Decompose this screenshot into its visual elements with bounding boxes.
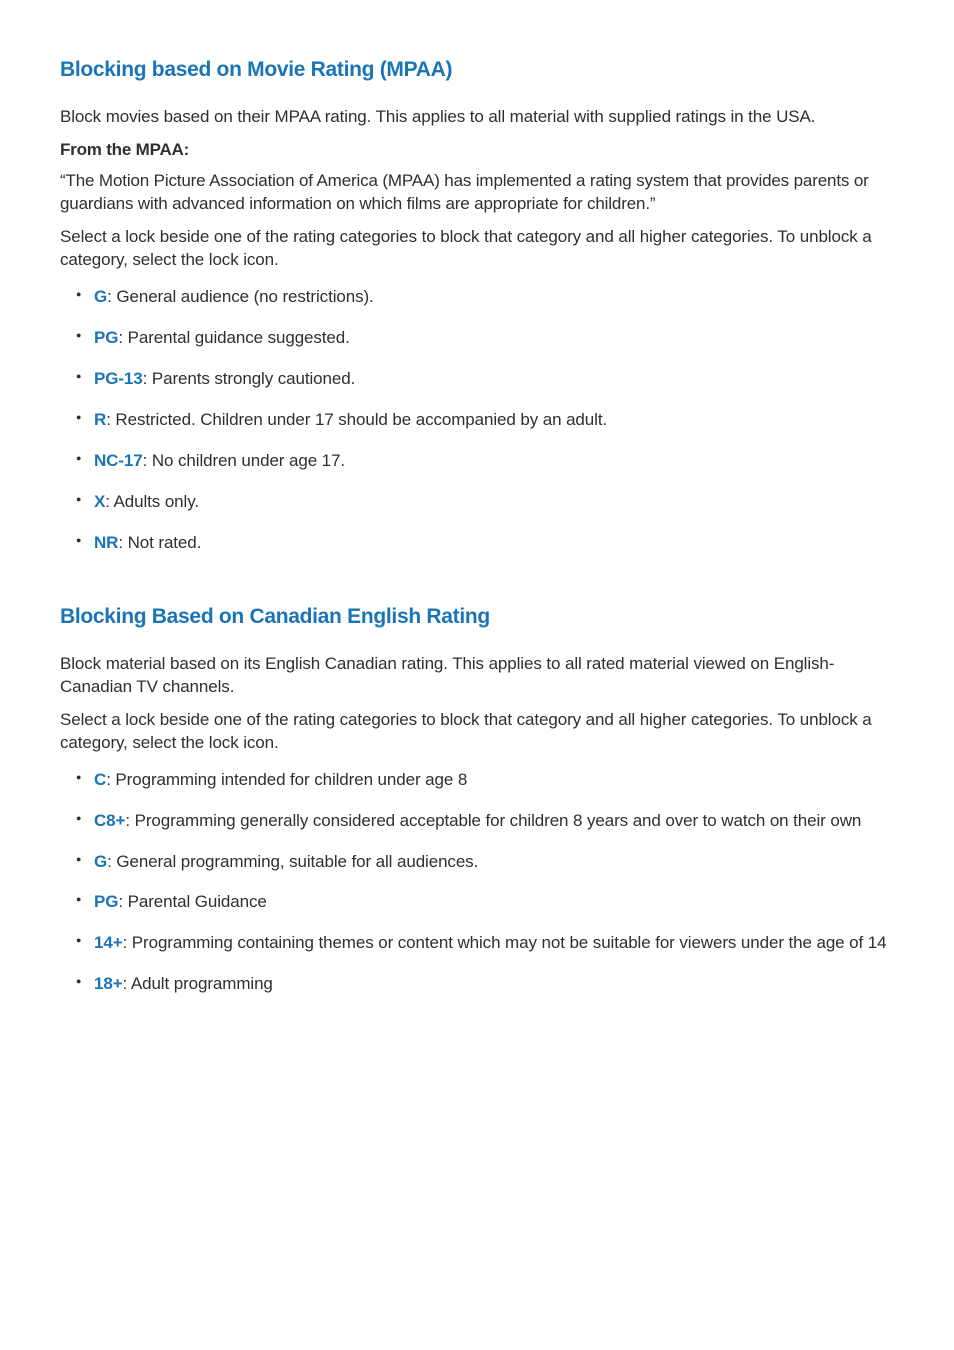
rating-desc: : No children under age 17. bbox=[143, 451, 345, 470]
rating-desc: : General audience (no restrictions). bbox=[107, 287, 374, 306]
rating-code: PG bbox=[94, 892, 118, 911]
rating-desc: : Adult programming bbox=[123, 974, 273, 993]
list-item: 18+: Adult programming bbox=[94, 973, 894, 996]
rating-desc: : Not rated. bbox=[118, 533, 201, 552]
list-item: G: General programming, suitable for all… bbox=[94, 851, 894, 874]
list-item: C: Programming intended for children und… bbox=[94, 769, 894, 792]
list-item: PG: Parental Guidance bbox=[94, 891, 894, 914]
rating-desc: : Parental Guidance bbox=[118, 892, 266, 911]
list-item: C8+: Programming generally considered ac… bbox=[94, 810, 894, 833]
rating-code: PG bbox=[94, 328, 118, 347]
mpaa-quote: “The Motion Picture Association of Ameri… bbox=[60, 170, 894, 216]
rating-code: G bbox=[94, 852, 107, 871]
list-item: NR: Not rated. bbox=[94, 532, 894, 555]
rating-desc: : Programming generally considered accep… bbox=[125, 811, 861, 830]
rating-code: R bbox=[94, 410, 106, 429]
rating-desc: : Programming intended for children unde… bbox=[106, 770, 467, 789]
rating-desc: : Adults only. bbox=[105, 492, 199, 511]
rating-code: NR bbox=[94, 533, 118, 552]
canadian-ratings-list: C: Programming intended for children und… bbox=[60, 769, 894, 997]
rating-code: 18+ bbox=[94, 974, 123, 993]
list-item: PG-13: Parents strongly cautioned. bbox=[94, 368, 894, 391]
section-heading-mpaa: Blocking based on Movie Rating (MPAA) bbox=[60, 56, 894, 84]
mpaa-subheading: From the MPAA: bbox=[60, 139, 894, 162]
mpaa-ratings-list: G: General audience (no restrictions). P… bbox=[60, 286, 894, 555]
rating-desc: : Parents strongly cautioned. bbox=[143, 369, 356, 388]
section-heading-canadian: Blocking Based on Canadian English Ratin… bbox=[60, 603, 894, 631]
canadian-instruction: Select a lock beside one of the rating c… bbox=[60, 709, 894, 755]
rating-code: PG-13 bbox=[94, 369, 143, 388]
list-item: NC-17: No children under age 17. bbox=[94, 450, 894, 473]
rating-code: X bbox=[94, 492, 105, 511]
mpaa-intro: Block movies based on their MPAA rating.… bbox=[60, 106, 894, 129]
rating-code: NC-17 bbox=[94, 451, 143, 470]
mpaa-instruction: Select a lock beside one of the rating c… bbox=[60, 226, 894, 272]
rating-desc: : Programming containing themes or conte… bbox=[123, 933, 887, 952]
rating-code: 14+ bbox=[94, 933, 123, 952]
rating-code: C8+ bbox=[94, 811, 125, 830]
canadian-intro: Block material based on its English Cana… bbox=[60, 653, 894, 699]
rating-desc: : General programming, suitable for all … bbox=[107, 852, 478, 871]
list-item: X: Adults only. bbox=[94, 491, 894, 514]
rating-desc: : Parental guidance suggested. bbox=[118, 328, 349, 347]
list-item: G: General audience (no restrictions). bbox=[94, 286, 894, 309]
list-item: 14+: Programming containing themes or co… bbox=[94, 932, 894, 955]
list-item: R: Restricted. Children under 17 should … bbox=[94, 409, 894, 432]
rating-code: C bbox=[94, 770, 106, 789]
rating-desc: : Restricted. Children under 17 should b… bbox=[106, 410, 607, 429]
list-item: PG: Parental guidance suggested. bbox=[94, 327, 894, 350]
rating-code: G bbox=[94, 287, 107, 306]
